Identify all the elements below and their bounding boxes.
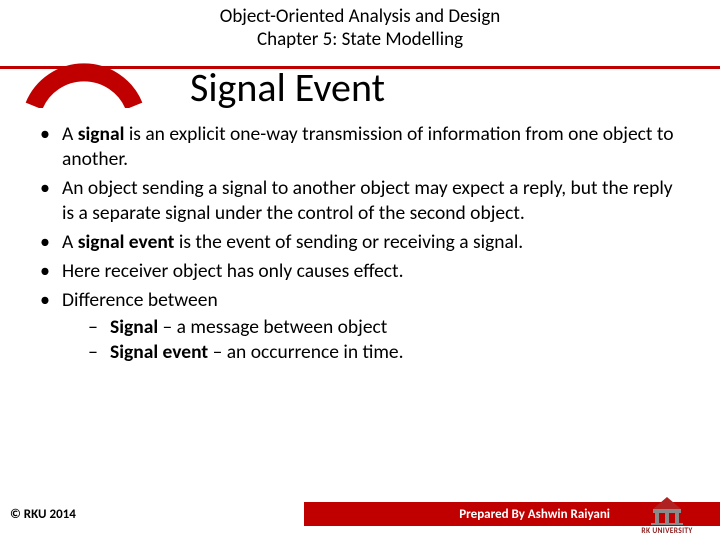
content-area: A signal is an explicit one-way transmis… xyxy=(36,122,688,369)
bullet-3: A signal event is the event of sending o… xyxy=(36,230,688,255)
logo-lintel xyxy=(653,509,681,513)
arch-path xyxy=(34,72,134,106)
header: Object-Oriented Analysis and Design Chap… xyxy=(0,0,720,52)
sub-bullet-2: Signal event – an occurrence in time. xyxy=(80,340,688,365)
logo-base xyxy=(651,523,683,525)
logo-pillar-left xyxy=(655,513,659,523)
bullet-2: An object sending a signal to another ob… xyxy=(36,176,688,226)
logo-pillar-mid xyxy=(665,513,669,523)
bullet-1: A signal is an explicit one-way transmis… xyxy=(36,122,688,172)
logo-arch xyxy=(24,48,144,108)
bullet-5: Difference between Signal – a message be… xyxy=(36,288,688,365)
footer: © RKU 2014 Prepared By Ashwin Raiyani xyxy=(0,502,720,526)
copyright-text: © RKU 2014 xyxy=(10,507,76,522)
slide-title: Signal Event xyxy=(190,66,385,110)
logo-pillar-right xyxy=(675,513,679,523)
prepared-by-text: Prepared By Ashwin Raiyani xyxy=(459,507,610,522)
sub-bullet-1: Signal – a message between object xyxy=(80,315,688,340)
course-title: Object-Oriented Analysis and Design xyxy=(0,6,720,29)
bullet-4: Here receiver object has only causes eff… xyxy=(36,259,688,284)
logo-roof xyxy=(653,497,681,509)
university-name: RK UNIVERSITY xyxy=(628,527,706,536)
university-logo: RK UNIVERSITY xyxy=(628,495,706,536)
